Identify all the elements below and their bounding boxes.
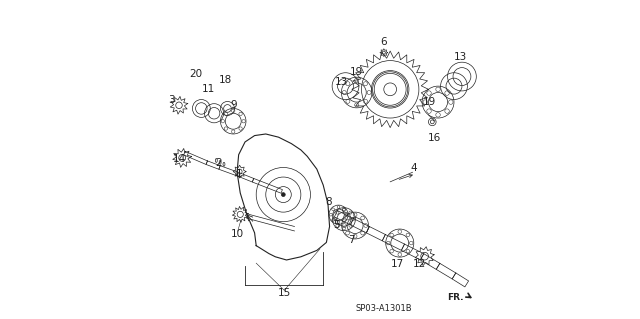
Text: 10: 10 <box>231 228 244 239</box>
Text: 19: 19 <box>423 97 436 107</box>
Text: 4: 4 <box>411 163 417 174</box>
Text: 9: 9 <box>230 100 237 110</box>
Text: 5: 5 <box>333 219 340 230</box>
Text: 1: 1 <box>236 168 243 179</box>
Text: FR.: FR. <box>447 293 463 302</box>
Text: 13: 13 <box>454 52 467 62</box>
Text: 3: 3 <box>168 94 174 105</box>
Text: 13: 13 <box>335 77 348 87</box>
Text: 7: 7 <box>349 235 355 245</box>
Text: 15: 15 <box>278 288 291 298</box>
Circle shape <box>282 193 285 197</box>
Text: 8: 8 <box>325 197 332 207</box>
Text: SP03-A1301B: SP03-A1301B <box>355 304 412 313</box>
Text: 16: 16 <box>428 133 441 143</box>
Text: 14: 14 <box>172 154 186 164</box>
Text: 20: 20 <box>189 69 202 79</box>
Text: 17: 17 <box>391 259 404 269</box>
Text: 11: 11 <box>202 84 215 94</box>
Text: 12: 12 <box>413 259 426 269</box>
Text: 2: 2 <box>216 158 222 168</box>
Text: 19: 19 <box>349 67 363 77</box>
Text: 18: 18 <box>218 75 232 85</box>
Text: 6: 6 <box>381 37 387 47</box>
